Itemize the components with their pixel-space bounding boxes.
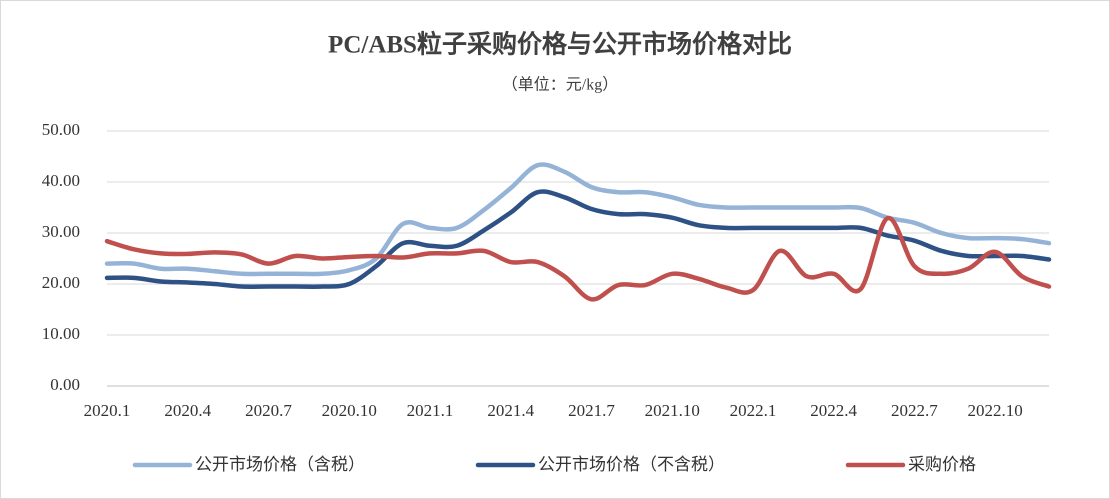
- chart-subtitle: （单位：元/kg）: [502, 76, 618, 94]
- series-line: [104, 215, 1052, 302]
- legend-label: 采购价格: [908, 455, 976, 474]
- y-tick-label: 20.00: [42, 273, 80, 292]
- x-tick-label: 2022.1: [730, 401, 777, 420]
- y-tick-label: 40.00: [42, 171, 80, 190]
- x-tick-label: 2020.7: [245, 401, 292, 420]
- series-line: [104, 189, 1052, 289]
- x-tick-label: 2022.10: [968, 401, 1023, 420]
- x-tick-label: 2021.10: [645, 401, 700, 420]
- x-tick-label: 2022.7: [891, 401, 938, 420]
- legend-label: 公开市场价格（含税）: [195, 455, 365, 474]
- x-tick-label: 2020.10: [322, 401, 377, 420]
- chart-title: PC/ABS粒子采购价格与公开市场价格对比: [328, 30, 792, 59]
- x-tick-label: 2022.4: [810, 401, 857, 420]
- y-tick-label: 30.00: [42, 222, 80, 241]
- x-tick-label: 2021.1: [407, 401, 454, 420]
- x-tick-label: 2020.4: [164, 401, 211, 420]
- y-tick-label: 0.00: [50, 375, 80, 394]
- x-tick-label: 2020.1: [84, 401, 131, 420]
- x-tick-label: 2021.4: [487, 401, 534, 420]
- y-tick-label: 50.00: [42, 120, 80, 139]
- legend-label: 公开市场价格（不含税）: [538, 455, 725, 474]
- x-tick-label: 2021.7: [568, 401, 615, 420]
- y-tick-label: 10.00: [42, 324, 80, 343]
